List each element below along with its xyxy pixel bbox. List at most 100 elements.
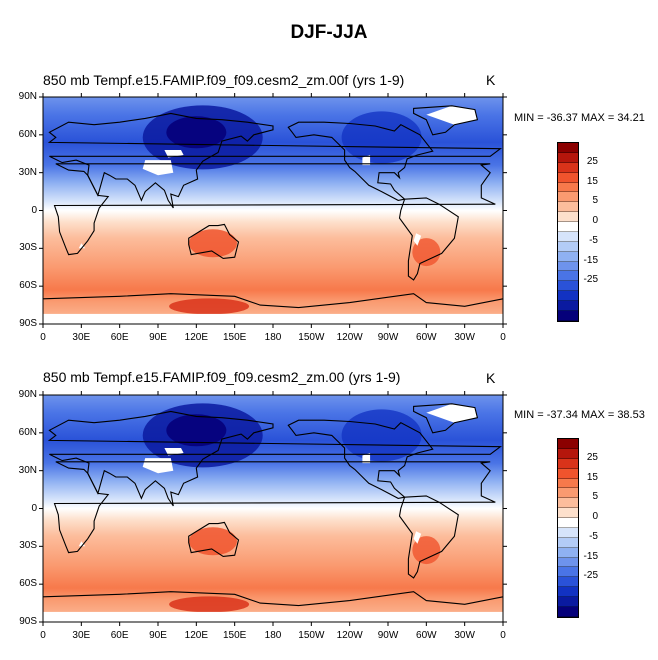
missing-data-patch	[426, 403, 478, 423]
colorbar-swatch	[558, 291, 578, 301]
lon-label: 180	[264, 332, 282, 343]
siberia-minimum	[166, 414, 227, 447]
colorbar-label: 5	[592, 491, 598, 503]
coastline-africa	[53, 461, 496, 554]
colorbar-swatch	[558, 143, 578, 153]
colorbar-swatch	[558, 162, 578, 173]
colorbar-swatch	[558, 458, 578, 469]
colorbar-swatch	[558, 202, 578, 213]
lon-label: 120W	[336, 332, 363, 343]
south-america-warm-core	[412, 238, 441, 267]
colorbar-swatch	[558, 606, 578, 617]
colorbar-label: 5	[592, 195, 598, 207]
colorbar-swatch	[558, 152, 578, 163]
coastline-africa	[53, 163, 496, 256]
coastline-eurasia	[47, 112, 503, 209]
colorbar-swatch	[558, 488, 578, 499]
lat-label: 90N	[18, 91, 37, 102]
temperature-field	[43, 395, 503, 622]
coastline-greenland	[413, 403, 479, 434]
colorbar-swatch	[558, 231, 578, 242]
lat-label: 30S	[19, 242, 37, 254]
colorbar-swatch	[558, 547, 578, 558]
missing-data-patch	[426, 105, 478, 125]
siberia-minimum	[166, 116, 227, 149]
colorbar-swatch	[558, 281, 578, 292]
lon-label: 30E	[72, 332, 91, 343]
figure-title: DJF-JJA	[290, 22, 368, 43]
colorbar-label: 0	[592, 511, 598, 523]
missing-data-patch	[164, 150, 184, 158]
colorbar-swatch	[558, 597, 578, 607]
panel-1-minmax: MIN = -36.37 MAX = 34.21	[514, 112, 645, 124]
colorbar-label: -25	[583, 570, 598, 582]
colorbar-swatch	[558, 567, 578, 578]
colorbar-swatch	[558, 182, 578, 193]
colorbar-swatch	[558, 261, 578, 272]
lat-label: 60N	[18, 128, 37, 140]
colorbar-swatch	[558, 498, 578, 509]
australia-warm-core	[188, 527, 237, 556]
north-america-cold-core	[341, 111, 422, 164]
lat-label: 30S	[19, 540, 37, 552]
antarctic-warm-band	[169, 596, 250, 613]
australia-warm-core	[188, 229, 237, 258]
colorbar-label: -15	[583, 254, 598, 266]
coastline-north-america	[287, 419, 434, 499]
colorbar-swatch	[558, 271, 578, 282]
colorbar-label: 15	[586, 471, 598, 483]
missing-data-patch	[164, 448, 184, 456]
panel-2-minmax: MIN = -37.34 MAX = 38.53	[514, 409, 645, 421]
south-pole-missing	[43, 313, 503, 324]
missing-data-patch	[78, 541, 86, 547]
north-america-cold-core	[341, 409, 422, 462]
colorbar-label: 15	[586, 175, 598, 187]
lon-label: 150E	[222, 332, 247, 343]
panel-2-colorbar	[557, 438, 579, 618]
coastline-north-america	[287, 121, 434, 201]
panel-1-unit: K	[486, 72, 496, 88]
colorbar-swatch	[558, 518, 578, 528]
coastline-australia	[188, 223, 240, 259]
missing-data-patch	[413, 233, 422, 246]
panel-2-map	[39, 391, 507, 626]
lon-label: 90E	[149, 332, 167, 343]
temperature-field	[43, 97, 503, 324]
lon-label: 90W	[377, 332, 399, 343]
colorbar-swatch	[558, 478, 578, 489]
colorbar-swatch	[558, 301, 578, 311]
colorbar-label: -5	[589, 234, 598, 246]
colorbar-swatch	[558, 448, 578, 459]
south-america-warm-core	[412, 536, 441, 565]
lon-label: 30W	[454, 332, 475, 343]
colorbar-swatch	[558, 310, 578, 321]
lon-label: 60E	[110, 332, 129, 343]
missing-data-patch	[413, 531, 422, 544]
colorbar-label: -25	[583, 274, 598, 286]
colorbar-swatch	[558, 527, 578, 538]
colorbar-swatch	[558, 172, 578, 183]
lat-label: 60S	[19, 578, 37, 590]
colorbar-swatch	[558, 439, 578, 449]
coastline-australia	[188, 521, 240, 557]
lon-label: 60E	[110, 630, 129, 641]
lon-label: 150E	[222, 630, 247, 641]
lon-label: 60W	[416, 332, 437, 343]
colorbar-swatch	[558, 192, 578, 203]
lon-label: 150W	[298, 332, 325, 343]
colorbar-label: 25	[586, 155, 598, 167]
colorbar-label: 25	[586, 451, 598, 463]
lon-label: 90W	[377, 630, 399, 641]
colorbar-swatch	[558, 577, 578, 588]
colorbar-label: 0	[592, 215, 598, 227]
lon-label: 30W	[454, 630, 475, 641]
lat-label: 90N	[18, 389, 37, 400]
panel-1-map	[39, 93, 507, 328]
lon-label: 60W	[416, 630, 437, 641]
lat-label: 60N	[18, 426, 37, 438]
lon-label: 0	[500, 332, 506, 343]
coastline-south-america	[398, 495, 459, 579]
lat-label: 0	[31, 502, 37, 514]
missing-data-patch	[362, 155, 371, 166]
lat-label: 90S	[19, 318, 37, 329]
